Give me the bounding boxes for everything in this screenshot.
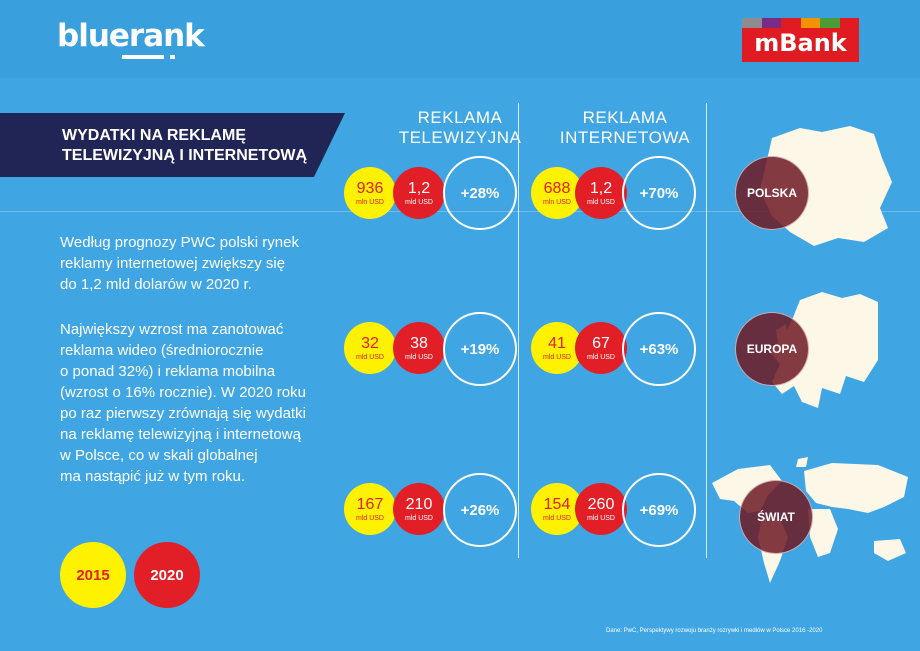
value: 260 bbox=[587, 495, 615, 513]
detail-paragraph: Największy wzrost ma zanotować reklama w… bbox=[60, 319, 360, 487]
unit: mld USD bbox=[586, 514, 615, 522]
tv-header-line-2: TELEWIZYJNA bbox=[398, 128, 522, 147]
value: 154 bbox=[543, 495, 571, 513]
value: 41 bbox=[548, 334, 566, 352]
unit: mln USD bbox=[542, 198, 571, 206]
internet-2015-value: 688 mln USD bbox=[531, 167, 583, 219]
region-world: ŚWIAT bbox=[739, 480, 813, 554]
text-line: reklama wideo (średniorocznie bbox=[60, 342, 264, 359]
tv-column-header: REKLAMA TELEWIZYJNA bbox=[390, 108, 530, 148]
value: 38 bbox=[410, 334, 428, 352]
source-note: Dane: PwC, Perspektywy rozwoju branży ro… bbox=[606, 628, 823, 634]
text-line: Według prognozy PWC polski rynek bbox=[60, 234, 299, 251]
value: 210 bbox=[405, 495, 433, 513]
mbank-logo-text: mBank bbox=[754, 29, 847, 57]
value: 67 bbox=[592, 334, 610, 352]
title-banner bbox=[0, 113, 345, 177]
region-europe: EUROPA bbox=[735, 312, 809, 386]
text-line: o ponad 32%) i reklama mobilna bbox=[60, 363, 276, 380]
internet-growth: +69% bbox=[622, 473, 696, 547]
internet-column-header: REKLAMA INTERNETOWA bbox=[555, 108, 695, 148]
text-line: reklamy internetowej zwiększy się bbox=[60, 255, 286, 272]
internet-growth: +63% bbox=[622, 312, 696, 386]
internet-header-line-2: INTERNETOWA bbox=[559, 128, 691, 147]
internet-2015-value: 41 mld USD bbox=[531, 322, 583, 374]
internet-2015-value: 154 mld USD bbox=[531, 483, 583, 535]
text-line: Największy wzrost ma zanotować bbox=[60, 321, 284, 338]
unit: mld USD bbox=[542, 514, 571, 522]
text-line: ma nastąpić już w tym roku. bbox=[60, 468, 246, 485]
column-divider bbox=[518, 103, 519, 558]
internet-header-line-1: REKLAMA bbox=[582, 108, 668, 127]
unit: mld USD bbox=[355, 514, 384, 522]
value: 32 bbox=[361, 334, 379, 352]
mbank-stripes bbox=[742, 18, 859, 28]
text-line: do 1,2 mld dolarów w 2020 r. bbox=[60, 276, 252, 293]
unit: mld USD bbox=[586, 198, 615, 206]
unit: mld USD bbox=[404, 353, 433, 361]
tv-2020-value: 38 mld USD bbox=[393, 322, 445, 374]
logo-underline bbox=[122, 55, 164, 59]
text-line: po raz pierwszy zrównają się wydatki bbox=[60, 405, 306, 422]
column-divider bbox=[706, 103, 707, 558]
text-line: (wzrost o 16% rocznie). W 2020 roku bbox=[60, 384, 306, 401]
unit: mld USD bbox=[404, 198, 433, 206]
unit: mld USD bbox=[586, 353, 615, 361]
value: 936 bbox=[356, 179, 384, 197]
internet-2020-value: 1,2 mld USD bbox=[575, 167, 627, 219]
intro-paragraph: Według prognozy PWC polski rynek reklamy… bbox=[60, 232, 360, 295]
title-line-1: WYDATKI NA REKLAMĘ bbox=[62, 127, 246, 144]
tv-growth: +28% bbox=[443, 156, 517, 230]
internet-growth: +70% bbox=[622, 156, 696, 230]
bluerank-logo: bluerank bbox=[57, 18, 205, 54]
page-title: WYDATKI NA REKLAMĘ TELEWIZYJNĄ I INTERNE… bbox=[62, 126, 332, 166]
tv-2015-value: 936 mln USD bbox=[344, 167, 396, 219]
unit: mld USD bbox=[542, 353, 571, 361]
value: 167 bbox=[356, 495, 384, 513]
unit: mld USD bbox=[404, 514, 433, 522]
logo-dot bbox=[170, 55, 175, 59]
legend-2015: 2015 bbox=[60, 542, 126, 608]
internet-2020-value: 67 mld USD bbox=[575, 322, 627, 374]
value: 1,2 bbox=[589, 179, 613, 197]
legend-2020: 2020 bbox=[134, 542, 200, 608]
unit: mld USD bbox=[355, 353, 384, 361]
value: 1,2 bbox=[407, 179, 431, 197]
region-poland: POLSKA bbox=[735, 156, 809, 230]
tv-growth: +19% bbox=[443, 312, 517, 386]
text-line: w Polsce, co w skali globalnej bbox=[60, 447, 258, 464]
text-line: na reklamę telewizyjną i internetową bbox=[60, 426, 301, 443]
tv-header-line-1: REKLAMA bbox=[417, 108, 503, 127]
unit: mln USD bbox=[355, 198, 384, 206]
tv-2020-value: 1,2 mld USD bbox=[393, 167, 445, 219]
mbank-logo: mBank bbox=[742, 18, 859, 62]
tv-2015-value: 32 mld USD bbox=[344, 322, 396, 374]
internet-2020-value: 260 mld USD bbox=[575, 483, 627, 535]
value: 688 bbox=[543, 179, 571, 197]
tv-2015-value: 167 mld USD bbox=[344, 483, 396, 535]
tv-2020-value: 210 mld USD bbox=[393, 483, 445, 535]
tv-growth: +26% bbox=[443, 473, 517, 547]
title-line-2: TELEWIZYJNĄ I INTERNETOWĄ bbox=[62, 147, 308, 164]
